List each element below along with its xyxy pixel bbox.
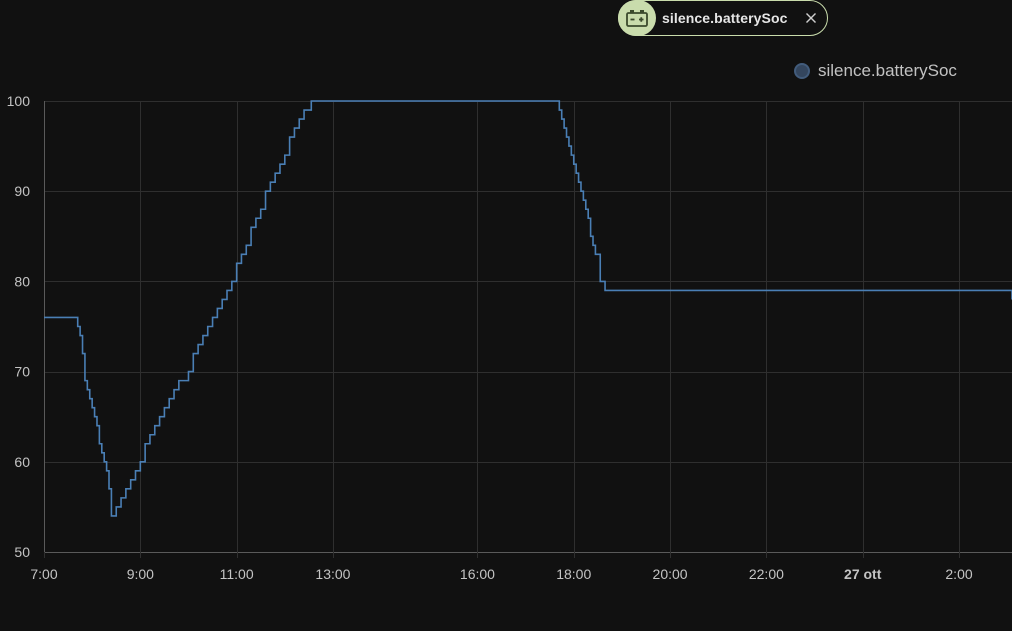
x-tick-label: 13:00 [315,566,350,582]
x-tick-label: 9:00 [127,566,154,582]
x-tick-label: 20:00 [653,566,688,582]
x-gridlines [44,101,960,558]
x-tick-label: 16:00 [460,566,495,582]
y-tick-label: 100 [7,93,31,109]
close-icon[interactable] [803,10,819,26]
battery-charging-icon [626,10,648,27]
x-tick-label: 11:00 [220,566,254,582]
chart-legend-item[interactable]: silence.batterySoc [794,61,957,81]
x-tick-label: 22:00 [749,566,784,582]
x-tick-label: 27 ott [844,566,882,582]
y-tick-label: 80 [14,273,30,289]
series-group [44,100,1012,517]
legend-label: silence.batterySoc [818,61,957,80]
y-tick-label: 60 [14,454,30,470]
series-line-batterysoc [44,100,1012,517]
y-axis-tick-labels: 50 60 70 80 90 100 [7,93,31,560]
x-axis-tick-labels: 7:00 9:00 11:00 13:00 16:00 18:00 20:00 22:00 27… [30,566,972,582]
x-tick-label: 2:00 [945,566,972,582]
y-tick-label: 70 [14,364,30,380]
x-tick-label: 18:00 [556,566,591,582]
y-tick-label: 90 [14,183,30,199]
x-tick-label: 7:00 [30,566,57,582]
chip-icon-container [618,0,656,36]
y-tick-label: 50 [14,544,30,560]
y-gridlines [44,101,1012,553]
entity-filter-chip[interactable]: silence.batterySoc [618,0,828,36]
legend-swatch [794,63,810,79]
chip-label: silence.batterySoc [662,10,788,26]
